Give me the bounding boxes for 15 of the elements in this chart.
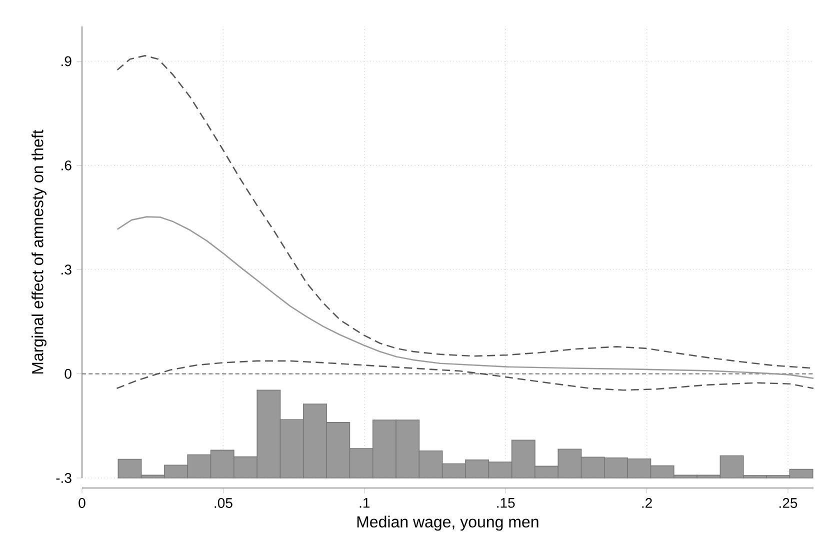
x-tick-label: .15: [497, 498, 515, 508]
y-tick-label: .9: [62, 56, 72, 66]
x-tick-label: .05: [214, 498, 232, 508]
x-tick-label: .1: [360, 498, 370, 508]
x-tick-label: .25: [780, 498, 798, 508]
y-tick-label: 0: [64, 368, 72, 379]
line-series: [116, 360, 814, 391]
y-tick-label: .3: [62, 264, 72, 275]
y-tick-label: -.3: [56, 473, 72, 483]
y-tick-label: .6: [62, 160, 72, 170]
line-series: [116, 216, 814, 379]
y-axis-title: Marginal effect of amnesty on theft: [32, 130, 46, 374]
x-tick-label: 0: [78, 498, 86, 508]
x-axis-title: Median wage, young men: [357, 516, 538, 531]
x-tick-label: .2: [642, 498, 652, 508]
